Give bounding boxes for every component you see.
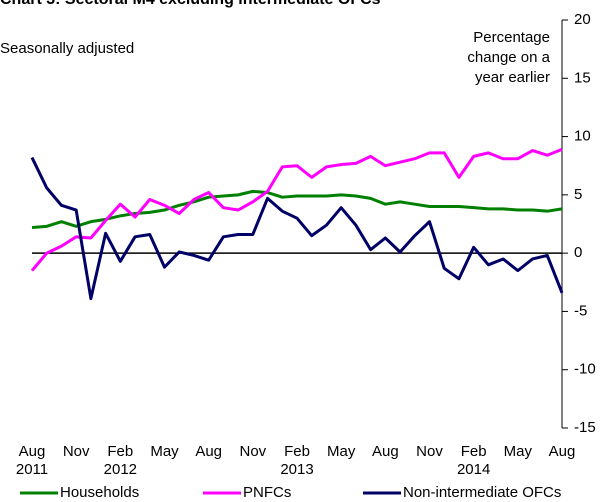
x-tick-label: Aug — [549, 443, 576, 460]
x-tick-label: Aug — [195, 443, 222, 460]
legend-label: PNFCs — [243, 484, 291, 501]
x-tick-label: Aug — [372, 443, 399, 460]
x-year-label: 2013 — [280, 461, 313, 478]
x-tick-label: May — [327, 443, 356, 460]
y-tick-label: 5 — [574, 186, 582, 203]
x-tick-label: Nov — [416, 443, 443, 460]
y-tick-label: 0 — [574, 244, 582, 261]
series-line — [30, 147, 563, 272]
series-line — [30, 156, 564, 301]
x-tick-label: Feb — [107, 443, 133, 460]
legend-label: Non-intermediate OFCs — [403, 484, 561, 501]
y-tick-label: -15 — [574, 419, 596, 436]
x-year-label: 2014 — [457, 461, 490, 478]
x-tick-label: Nov — [239, 443, 266, 460]
y-tick-label: 20 — [574, 11, 591, 28]
y-tick-label: -10 — [574, 361, 596, 378]
y-tick-label: -5 — [574, 302, 587, 319]
x-year-label: 2012 — [104, 461, 137, 478]
x-tick-label: May — [150, 443, 179, 460]
y-tick-label: 15 — [574, 69, 591, 86]
x-tick-label: Aug — [19, 443, 46, 460]
x-tick-label: Feb — [461, 443, 487, 460]
y-tick-label: 10 — [574, 128, 591, 145]
x-tick-label: May — [504, 443, 533, 460]
legend-label: Households — [60, 484, 139, 501]
x-tick-label: Nov — [63, 443, 90, 460]
chart-subtitle: Seasonally adjusted — [0, 40, 135, 57]
y-axis-label: Percentage change on a year earlier — [467, 29, 550, 86]
x-year-label: 2011 — [16, 461, 48, 478]
chart-title: Chart 3: Sectoral M4 excluding intermedi… — [0, 0, 470, 9]
x-tick-label: Feb — [284, 443, 310, 460]
series-line — [31, 189, 563, 229]
